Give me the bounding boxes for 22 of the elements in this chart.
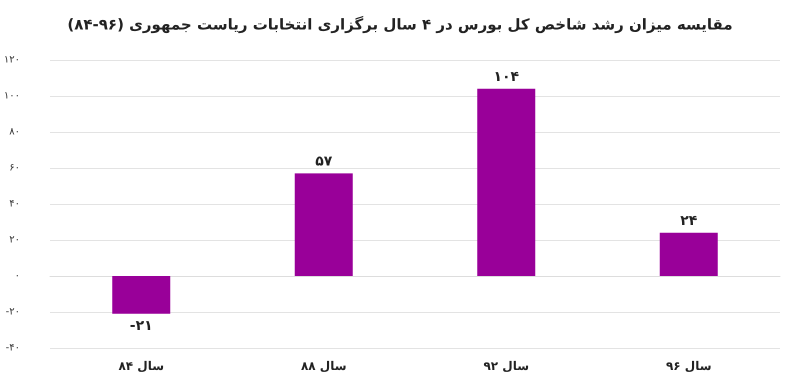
data-label: ۱۰۴ xyxy=(493,68,520,85)
chart-title: مقایسه میزان رشد شاخص کل بورس در ۴ سال برگزاری انتخابات ریاست جمهوری (۹۶-۸۴) xyxy=(67,16,733,34)
bar xyxy=(112,276,170,314)
y-tick-label: ۸۰ xyxy=(9,126,20,138)
bar xyxy=(294,173,353,276)
x-tick-label: سال ۹۶ xyxy=(666,359,712,373)
y-tick-label: -۴۰ xyxy=(6,342,20,354)
bar xyxy=(477,88,536,276)
x-tick-label: سال ۸۴ xyxy=(118,359,164,373)
y-tick-label: ۶۰ xyxy=(9,162,20,174)
x-tick-label: سال ۹۲ xyxy=(483,359,530,373)
data-label: ۲۴ xyxy=(680,212,698,229)
y-tick-label: -۲۰ xyxy=(6,306,20,318)
bar xyxy=(660,232,718,276)
y-tick-label: ۱۰۰ xyxy=(4,90,20,102)
y-tick-label: ۴۰ xyxy=(9,198,20,210)
y-tick-label: ۰ xyxy=(14,270,20,282)
x-tick-label: سال ۸۸ xyxy=(300,359,347,373)
y-tick-label: ۱۲۰ xyxy=(4,54,20,66)
data-label: -۲۱ xyxy=(130,318,153,334)
data-label: ۵۷ xyxy=(315,153,333,170)
y-tick-label: ۲۰ xyxy=(9,234,20,246)
